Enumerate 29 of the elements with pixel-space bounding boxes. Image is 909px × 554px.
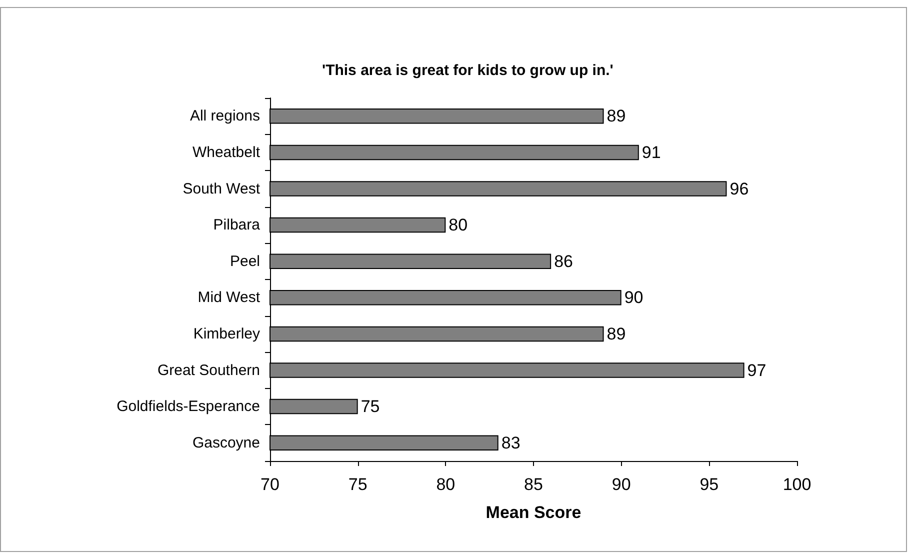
x-tick-label: 90 — [612, 475, 631, 494]
x-tick-label: 100 — [782, 475, 812, 494]
data-label: 97 — [747, 360, 766, 380]
x-tick-label: 95 — [700, 475, 719, 494]
data-label: 83 — [501, 433, 520, 452]
x-tick-label: 75 — [348, 475, 368, 494]
data-label: 89 — [606, 106, 626, 126]
x-tick-label: 85 — [524, 475, 543, 494]
chart-title: 'This area is great for kids to grow up in.' — [322, 62, 614, 79]
y-tick-label: Kimberley — [193, 325, 260, 342]
data-label: 75 — [360, 397, 380, 416]
data-label: 91 — [642, 142, 661, 162]
x-axis-title: Mean Score — [486, 503, 582, 522]
y-tick-label: All regions — [190, 108, 260, 125]
x-tick-label: 70 — [260, 475, 280, 494]
x-tick-label: 80 — [436, 475, 456, 494]
y-tick-label: Peel — [230, 252, 260, 270]
y-tick-label: Gascoyne — [192, 434, 260, 452]
data-label: 90 — [624, 288, 644, 308]
data-label: 80 — [448, 216, 468, 235]
y-tick-label: South West — [182, 180, 261, 198]
y-tick-label: Wheatbelt — [192, 144, 261, 161]
data-label: 96 — [730, 179, 749, 198]
data-label: 86 — [554, 252, 573, 271]
y-tick-label: Great Southern — [157, 362, 260, 379]
y-tick-label: Mid West — [198, 289, 261, 306]
data-label: 89 — [606, 324, 626, 344]
y-tick-label: Pilbara — [213, 216, 261, 234]
y-tick-label: Goldfields-Esperance — [116, 398, 260, 416]
